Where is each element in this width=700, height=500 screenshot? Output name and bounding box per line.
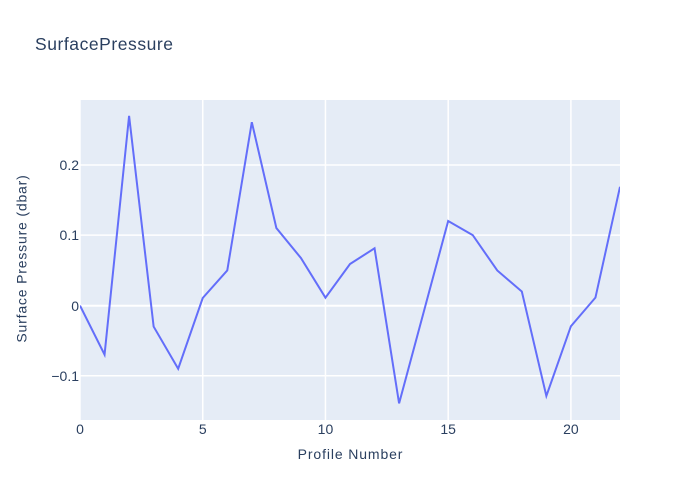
svg-text:Profile Number: Profile Number — [298, 446, 404, 462]
svg-text:10: 10 — [318, 421, 334, 437]
svg-text:0.1: 0.1 — [60, 227, 80, 243]
svg-text:0: 0 — [76, 421, 84, 437]
svg-text:SurfacePressure: SurfacePressure — [35, 34, 174, 54]
svg-text:5: 5 — [199, 421, 207, 437]
svg-text:0.2: 0.2 — [60, 157, 80, 173]
svg-text:0: 0 — [71, 298, 79, 314]
svg-text:15: 15 — [440, 421, 456, 437]
svg-text:Surface Pressure (dbar): Surface Pressure (dbar) — [14, 174, 30, 342]
svg-text:−0.1: −0.1 — [51, 368, 79, 384]
svg-text:20: 20 — [563, 421, 579, 437]
